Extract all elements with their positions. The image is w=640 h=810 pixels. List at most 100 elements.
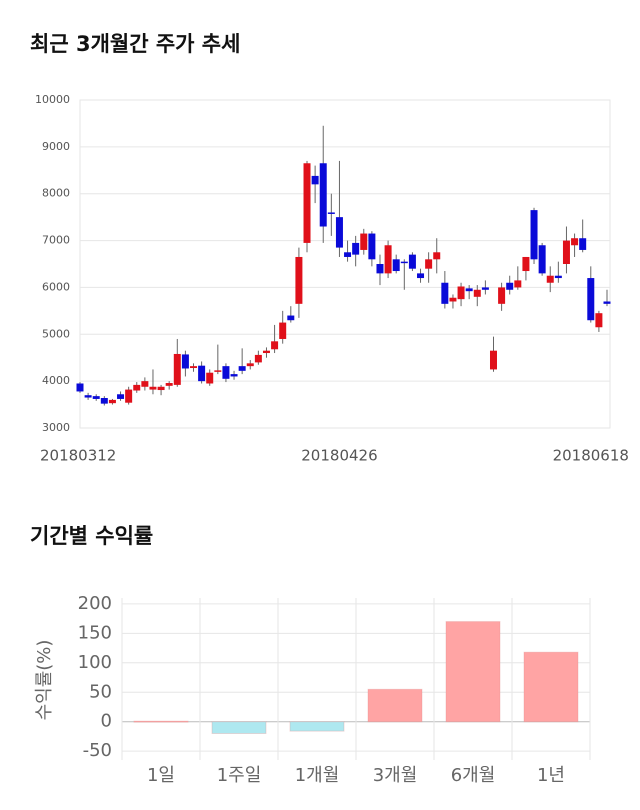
candle-body <box>384 245 392 274</box>
candle-body <box>76 383 84 392</box>
candle-body <box>295 256 303 304</box>
candle-body <box>222 366 230 379</box>
candle-body <box>271 341 279 350</box>
candle-body <box>125 389 133 403</box>
bar <box>211 721 267 734</box>
x-tick-label: 3개월 <box>373 765 418 786</box>
y-tick-label: -50 <box>83 740 112 761</box>
candle-body <box>133 384 141 391</box>
candle-body <box>246 363 254 367</box>
candle-body <box>400 261 408 264</box>
candle-body <box>376 264 384 274</box>
x-tick-label: 20180312 <box>40 447 116 465</box>
candle-body <box>327 212 335 214</box>
y-tick-label: 0 <box>101 711 112 732</box>
bar <box>367 688 423 723</box>
bar <box>445 621 501 723</box>
candle-body <box>335 217 343 248</box>
candle-body <box>506 282 514 290</box>
candle-body <box>108 399 116 404</box>
y-tick-label: 150 <box>78 622 112 643</box>
candle-body <box>206 372 214 384</box>
y-tick-label: 7000 <box>42 234 70 247</box>
y-tick-label: 9000 <box>42 140 70 153</box>
candle-body <box>465 288 473 292</box>
candle-body <box>319 163 327 227</box>
y-tick-label: 4000 <box>42 374 70 387</box>
bar <box>523 651 579 723</box>
x-tick-label: 1년 <box>537 765 565 786</box>
x-tick-label: 1주일 <box>217 765 262 786</box>
candle-body <box>344 252 352 257</box>
y-axis-label: 수익률(%) <box>34 640 55 721</box>
candle-body <box>425 259 433 269</box>
candle-body <box>198 365 206 382</box>
candle-body <box>449 297 457 302</box>
candle-body <box>473 289 481 297</box>
candle-body <box>417 273 425 279</box>
bar <box>289 721 345 732</box>
x-tick-label: 1개월 <box>295 765 340 786</box>
candle-body <box>392 259 400 272</box>
candle-body <box>368 233 376 260</box>
candle-body <box>538 245 546 274</box>
candle-body <box>117 394 125 399</box>
bar <box>133 720 189 723</box>
y-tick-label: 8000 <box>42 187 70 200</box>
candle-body <box>579 238 587 250</box>
x-tick-label: 20180426 <box>301 447 377 465</box>
candle-body <box>92 396 100 399</box>
candle-body <box>141 381 149 387</box>
candle-body <box>546 275 554 283</box>
candle-body <box>595 313 603 328</box>
candle-body <box>562 240 570 264</box>
x-tick-label: 6개월 <box>451 765 496 786</box>
y-tick-label: 6000 <box>42 280 70 293</box>
candle-body <box>157 386 165 391</box>
candle-body <box>100 398 108 404</box>
plot-area <box>79 99 611 429</box>
candle-body <box>522 256 530 272</box>
candle-body <box>254 354 262 363</box>
x-tick-label: 20180618 <box>553 447 629 465</box>
y-tick-label: 200 <box>78 593 112 614</box>
y-tick-label: 50 <box>89 681 112 702</box>
candle-body <box>433 252 441 260</box>
y-tick-label: 100 <box>78 652 112 673</box>
chart-title: 최근 3개월간 주가 추세 <box>30 32 240 56</box>
x-tick-label: 1일 <box>147 765 175 786</box>
candle-body <box>165 383 173 386</box>
candle-body <box>352 242 360 255</box>
candle-body <box>441 282 449 304</box>
candle-body <box>489 350 497 370</box>
candle-body <box>181 354 189 369</box>
candle-body <box>214 370 222 372</box>
y-tick-label: 5000 <box>42 327 70 340</box>
candle-body <box>84 395 92 398</box>
candle-body <box>149 386 157 390</box>
y-tick-label: 3000 <box>42 421 70 434</box>
candle-body <box>230 374 238 377</box>
candle-body <box>554 275 562 279</box>
candle-body <box>279 322 287 339</box>
chart-title: 기간별 수익률 <box>30 524 153 548</box>
candle-body <box>603 301 611 304</box>
candle-body <box>457 286 465 300</box>
candle-body <box>498 287 506 304</box>
candle-body <box>571 238 579 246</box>
y-tick-label: 10000 <box>35 93 70 106</box>
candle-body <box>360 233 368 250</box>
candle-body <box>514 280 522 288</box>
candle-body <box>238 366 246 371</box>
candle-body <box>530 210 538 260</box>
candle-body <box>190 366 198 369</box>
candle-body <box>481 287 489 290</box>
candle-body <box>262 350 270 354</box>
candle-body <box>287 315 295 321</box>
candle-body <box>311 175 319 185</box>
candle-body <box>303 163 311 243</box>
candle-body <box>587 278 595 321</box>
candle-body <box>173 353 181 385</box>
candle-body <box>408 254 416 269</box>
